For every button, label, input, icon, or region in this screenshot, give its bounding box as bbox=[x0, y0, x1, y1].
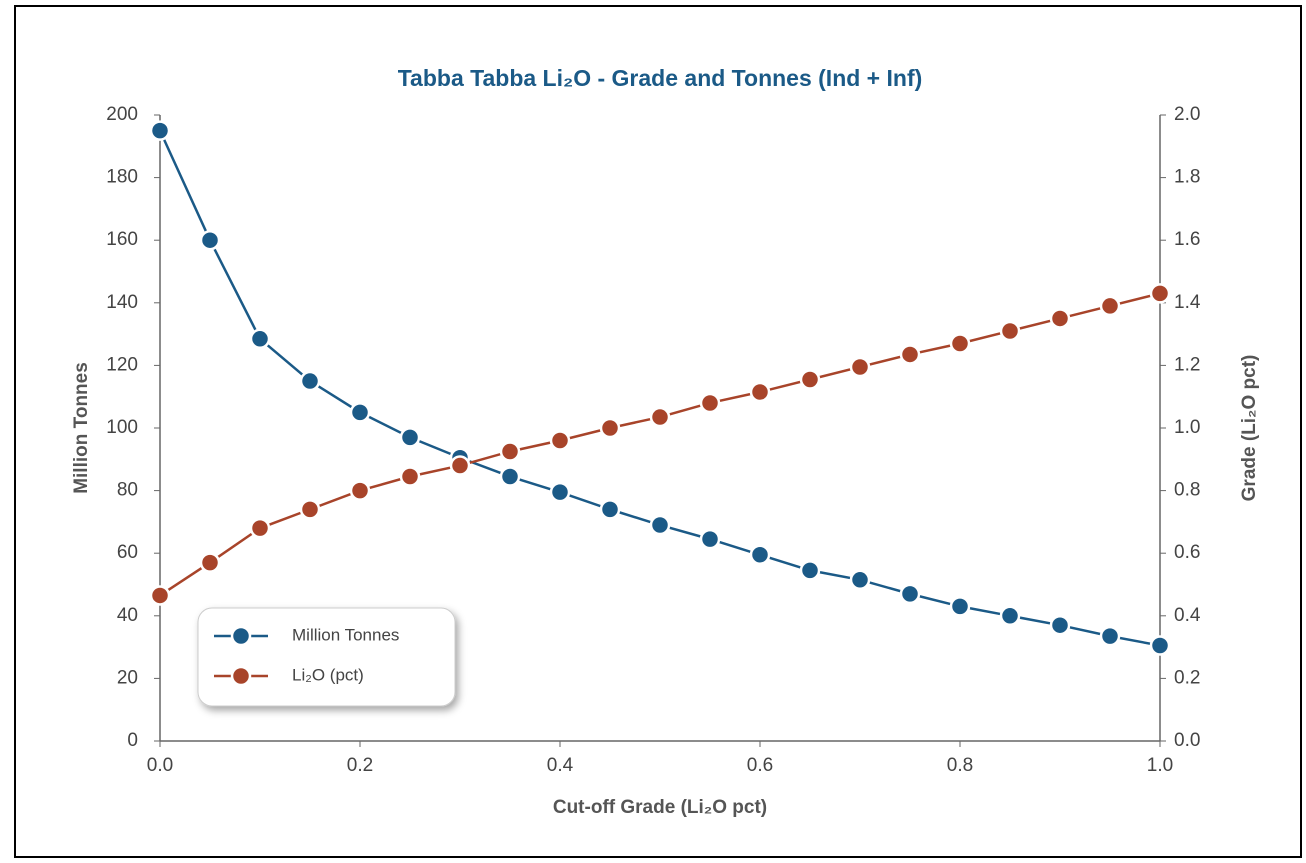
y2-tick-label: 1.6 bbox=[1174, 229, 1200, 250]
y-tick-label: 140 bbox=[106, 292, 138, 313]
point bbox=[749, 544, 771, 566]
y2-tick-label: 2.0 bbox=[1174, 104, 1200, 125]
point bbox=[949, 596, 971, 617]
point bbox=[1049, 614, 1071, 636]
point bbox=[199, 552, 221, 573]
legend: Million Tonnes Li₂O (pct) bbox=[197, 607, 456, 707]
y-tick-label: 200 bbox=[106, 104, 138, 125]
point bbox=[299, 499, 321, 520]
point bbox=[899, 344, 921, 365]
point bbox=[1099, 295, 1121, 317]
x-tick-label: 1.0 bbox=[1147, 755, 1173, 776]
point bbox=[699, 392, 721, 414]
point bbox=[799, 560, 821, 581]
y-tick-label: 180 bbox=[106, 167, 138, 188]
point bbox=[499, 466, 521, 487]
x-tick-label: 0.4 bbox=[547, 755, 574, 776]
y2-tick-label: 0.4 bbox=[1174, 605, 1201, 626]
point bbox=[599, 417, 621, 439]
y-tick-label: 80 bbox=[117, 480, 138, 501]
y2-tick-label: 1.8 bbox=[1174, 167, 1200, 188]
legend-marker bbox=[230, 625, 252, 647]
point bbox=[1049, 308, 1071, 329]
y-tick-label: 60 bbox=[117, 542, 138, 563]
y-tick-label: 160 bbox=[106, 229, 138, 250]
y-tick-label: 100 bbox=[106, 417, 138, 438]
x-tick-label: 0.6 bbox=[747, 755, 773, 776]
y2-tick-label: 1.4 bbox=[1174, 292, 1201, 313]
y2-tick-label: 0.2 bbox=[1174, 667, 1200, 688]
y-tick-label: 20 bbox=[117, 667, 138, 688]
point bbox=[699, 528, 721, 550]
point bbox=[249, 517, 271, 539]
point bbox=[1099, 625, 1121, 647]
legend-label: Li₂O (pct) bbox=[292, 665, 364, 684]
point bbox=[349, 480, 371, 501]
y-tick-label: 120 bbox=[106, 354, 138, 375]
point bbox=[399, 427, 421, 448]
y2-tick-label: 1.0 bbox=[1174, 417, 1200, 438]
y2-tick-label: 0.8 bbox=[1174, 480, 1200, 501]
point bbox=[799, 369, 821, 390]
point bbox=[499, 441, 521, 462]
point bbox=[899, 583, 921, 605]
y2-axis-label: Grade (Li₂O pct) bbox=[1239, 355, 1260, 502]
point bbox=[399, 466, 421, 487]
point bbox=[599, 499, 621, 520]
point bbox=[949, 333, 971, 354]
legend-box bbox=[197, 607, 456, 707]
point bbox=[1149, 635, 1171, 656]
point bbox=[449, 455, 471, 476]
point bbox=[549, 430, 571, 451]
y2-tick-label: 0.6 bbox=[1174, 542, 1200, 563]
x-axis-label: Cut-off Grade (Li₂O pct) bbox=[553, 797, 767, 818]
point bbox=[549, 481, 571, 503]
point bbox=[649, 406, 671, 428]
point bbox=[149, 120, 171, 141]
x-tick-label: 0.0 bbox=[147, 755, 173, 776]
legend-marker bbox=[230, 665, 252, 687]
point bbox=[1149, 283, 1171, 304]
point bbox=[199, 229, 221, 251]
point bbox=[649, 514, 671, 536]
y-axis-label: Million Tonnes bbox=[71, 362, 92, 494]
point bbox=[849, 356, 871, 378]
frame bbox=[14, 5, 1302, 858]
point bbox=[249, 328, 271, 350]
y2-tick-label: 1.2 bbox=[1174, 354, 1200, 375]
y2-tick-label: 0.0 bbox=[1174, 730, 1200, 751]
point bbox=[999, 605, 1021, 627]
point bbox=[849, 569, 871, 591]
y-tick-label: 40 bbox=[117, 605, 138, 626]
x-tick-label: 0.8 bbox=[947, 755, 973, 776]
point bbox=[299, 370, 321, 392]
chart-title: Tabba Tabba Li₂O - Grade and Tonnes (Ind… bbox=[398, 65, 923, 91]
point bbox=[999, 320, 1021, 342]
x-tick-label: 0.2 bbox=[347, 755, 373, 776]
point bbox=[349, 402, 371, 423]
point bbox=[149, 585, 171, 606]
point bbox=[749, 381, 771, 403]
y-tick-label: 0 bbox=[127, 730, 138, 751]
legend-label: Million Tonnes bbox=[292, 625, 399, 644]
